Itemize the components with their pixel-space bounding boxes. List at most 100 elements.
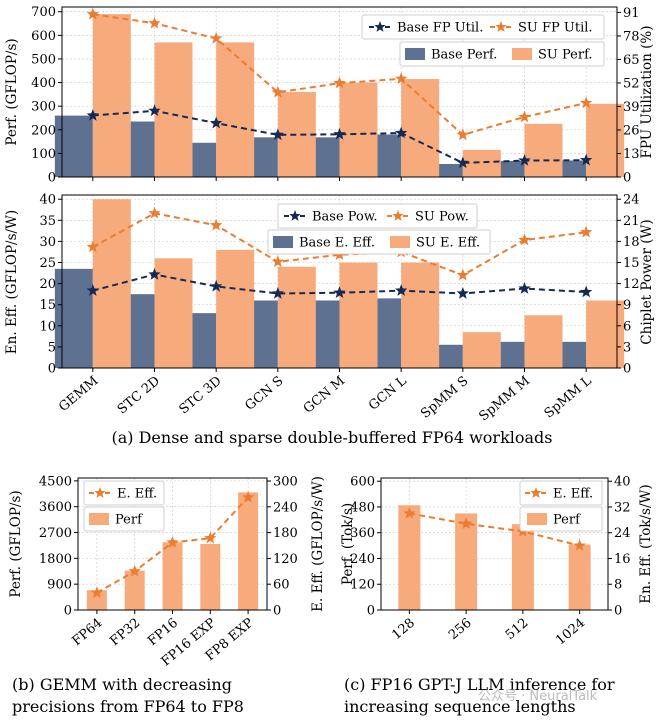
legend-label: SU FP Util. — [518, 21, 593, 36]
y2-tick-label: 0 — [614, 604, 622, 619]
legend-label: Perf — [553, 513, 581, 528]
y2-axis-label: En. Eff. (Tok/s/W) — [638, 484, 654, 603]
bar-su-e-eff--stc-2d — [154, 258, 193, 368]
point-base-pow--6 — [456, 286, 470, 299]
point-e-eff--0 — [90, 586, 104, 599]
bar-su-e-eff--spmm-s — [462, 332, 501, 368]
point-base-pow--5 — [394, 284, 408, 296]
x-tick-label: STC 2D — [115, 374, 163, 418]
x-tick-label: GCN L — [366, 373, 410, 413]
y-tick-label: 120 — [350, 578, 375, 593]
point-su-fp-util--0 — [86, 7, 100, 20]
plot-frame — [380, 477, 609, 611]
x-tick-label: SpMM M — [476, 374, 533, 425]
y2-tick-label: 6 — [623, 319, 631, 334]
y-tick-label: 25 — [39, 256, 56, 271]
point-su-fp-util--8 — [579, 96, 593, 109]
chart-c: 0 120 240 360 480 600 0 8 16 24 32 40 128 256 512 1024 P… — [340, 475, 654, 649]
legend-bar-swatch — [273, 236, 293, 248]
y2-tick-label: 300 — [273, 475, 298, 490]
legend-box — [277, 203, 478, 229]
bar-perf-fp32 — [124, 570, 145, 610]
legend-star-swatch — [374, 21, 386, 32]
point-base-fp-util--0 — [86, 109, 100, 121]
legend-bar-swatch — [405, 48, 425, 60]
y2-tick-label: 3 — [623, 340, 631, 355]
legend-label: Base FP Util. — [397, 21, 483, 36]
legend-label: SU Pow. — [415, 210, 469, 225]
legend-label: Base E. Eff. — [299, 236, 375, 251]
legend-label: Base Perf. — [431, 48, 497, 63]
x-tick-label: GEMM — [56, 374, 101, 415]
point-e-eff--4 — [241, 490, 255, 503]
y-axis-label: Perf. (Tok/s) — [340, 503, 356, 585]
point-su-fp-util--4 — [333, 76, 346, 89]
bar-su-perf--gcn-l — [401, 79, 440, 177]
point-su-pow--2 — [209, 218, 223, 231]
y-tick-label: 700 — [31, 5, 56, 20]
bar-su-perf--spmm-m — [524, 123, 563, 177]
bar-perf-fp16-exp — [200, 544, 221, 610]
y2-tick-label: 180 — [273, 526, 298, 541]
bar-perf-1024 — [568, 544, 591, 610]
y2-tick-label: 21 — [623, 214, 640, 229]
point-base-fp-util--7 — [518, 154, 531, 166]
y-tick-label: 3600 — [39, 500, 72, 515]
point-base-fp-util--6 — [456, 156, 470, 169]
y2-axis-label: Chiplet Power (W) — [639, 219, 655, 344]
point-su-pow--3 — [271, 255, 285, 268]
y-axis-label: Perf. (GFLOP/s) — [8, 490, 24, 597]
bar-perf-256 — [455, 513, 478, 610]
y2-tick-label: 120 — [273, 552, 298, 567]
y-tick-label: 500 — [31, 52, 56, 67]
legend-star-swatch — [495, 21, 507, 32]
bar-su-perf--spmm-l — [586, 103, 625, 177]
y-tick-label: 900 — [47, 578, 72, 593]
x-tick-label: GCN S — [242, 374, 286, 414]
point-e-eff--1 — [459, 517, 473, 529]
point-su-fp-util--1 — [148, 16, 161, 29]
point-su-pow--6 — [456, 268, 470, 281]
legend-box — [361, 14, 605, 40]
caption-b-line1: (b) GEMM with decreasing — [12, 675, 232, 694]
legend-box — [519, 480, 603, 506]
point-base-fp-util--2 — [209, 116, 223, 129]
y2-tick-label: 32 — [614, 500, 631, 515]
legend-box — [83, 480, 165, 506]
x-tick-label: SpMM L — [542, 373, 595, 421]
y2-tick-label: 24 — [614, 526, 631, 541]
y2-tick-label: 8 — [614, 578, 622, 593]
legend-star-swatch — [94, 487, 106, 498]
bar-base-perf--gemm — [54, 115, 93, 177]
x-tick-label: 1024 — [553, 616, 588, 649]
point-base-pow--7 — [518, 282, 531, 294]
y-tick-label: 40 — [39, 193, 56, 208]
point-su-pow--7 — [518, 233, 531, 246]
y-tick-label: 4500 — [39, 474, 72, 489]
y-tick-label: 200 — [31, 123, 56, 138]
point-su-fp-util--7 — [518, 110, 531, 123]
point-su-pow--1 — [148, 206, 161, 219]
chart-a_bottom: 0 5 10 15 20 25 30 35 40 0 3 6 9 12 15 18 21 24 GEMM STC 2D… — [4, 193, 655, 425]
legend-star-swatch — [289, 210, 301, 221]
y-axis-label: Perf. (GFLOP/s) — [4, 38, 20, 145]
legend-label: E. Eff. — [553, 487, 593, 502]
x-tick-label: FP64 — [70, 616, 106, 650]
y2-tick-label: 13 — [623, 147, 640, 162]
y-tick-label: 100 — [31, 147, 56, 162]
y-tick-label: 5 — [48, 340, 56, 355]
bar-perf-fp16 — [162, 542, 183, 610]
x-tick-label: SpMM S — [418, 374, 471, 422]
y2-tick-label: 26 — [623, 123, 640, 138]
point-su-pow--0 — [86, 240, 100, 253]
y-tick-label: 0 — [64, 604, 72, 619]
y2-tick-label: 0 — [623, 362, 631, 377]
x-tick-label: STC 3D — [177, 374, 225, 418]
y-tick-label: 480 — [350, 500, 375, 515]
chart-b: 0 900 1800 2700 3600 4500 0 60 120 180 240 300 FP64 F… — [8, 474, 326, 669]
point-e-eff--2 — [166, 536, 179, 548]
legend-bar-swatch — [512, 48, 532, 60]
legend-label: SU E. Eff. — [416, 236, 480, 251]
legend-label: Perf — [115, 513, 143, 528]
